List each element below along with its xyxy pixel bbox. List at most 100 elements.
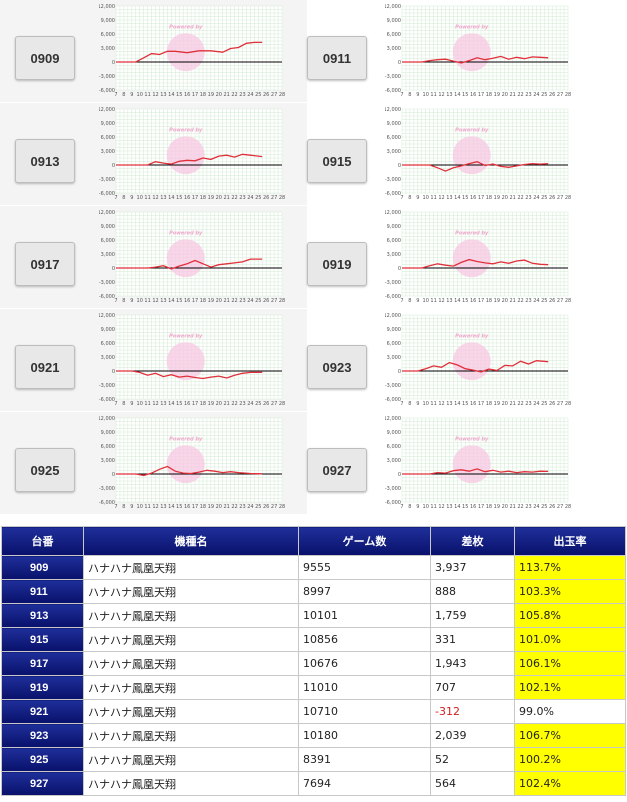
difference-cell: 888 [430,579,515,604]
payout-rate-cell: 102.1% [514,675,626,700]
x-tick-label: 21 [223,298,229,304]
x-tick-label: 27 [271,401,277,407]
y-tick-label: -3,000 [99,74,115,80]
machine-button-0915[interactable]: 0915 [307,139,367,183]
y-tick-label: -6,000 [99,294,115,300]
series-line [402,468,549,475]
x-tick-label: 18 [486,298,492,304]
machine-button-0927[interactable]: 0927 [307,448,367,492]
watermark-logo [166,239,205,278]
difference-cell: 52 [430,747,515,772]
y-tick-label: -6,000 [385,500,401,506]
x-tick-label: 21 [509,401,515,407]
x-tick-label: 20 [502,92,508,98]
machine-button-0913[interactable]: 0913 [15,139,75,183]
difference-cell: 331 [430,627,515,652]
difference-cell: 3,937 [430,555,515,580]
payout-rate-cell: 102.4% [514,771,626,796]
x-tick-label: 12 [438,401,444,407]
difference-cell: 707 [430,675,515,700]
machine-no-cell: 909 [1,555,84,580]
machine-no-cell: 915 [1,627,84,652]
table-header-row: 台番 機種名 ゲーム数 差枚 出玉率 [1,526,626,556]
y-tick-label: 12,000 [99,416,115,422]
graph-cell-0915: 0915 Powered by 12,000 9,000 6,000 3,000 0 -3,0… [307,103,614,205]
x-tick-label: 13 [160,92,166,98]
difference-cell: 564 [430,771,515,796]
x-tick-label: 19 [494,92,500,98]
x-tick-label: 9 [130,401,133,407]
x-tick-label: 19 [208,195,214,201]
x-tick-label: 24 [247,195,253,201]
y-tick-label: 0 [112,266,115,272]
x-tick-label: 8 [408,92,411,98]
y-tick-label: 3,000 [387,355,401,361]
x-tick-label: 22 [517,504,523,510]
data-table: 台番 機種名 ゲーム数 差枚 出玉率 909 ハナハナ鳳凰天翔 9555 3,937 1… [1,526,626,796]
machine-button-0923[interactable]: 0923 [307,345,367,389]
x-tick-label: 12 [438,92,444,98]
x-tick-label: 11 [430,401,436,407]
x-tick-label: 15 [176,92,182,98]
x-tick-label: 23 [525,504,531,510]
graph-cell-0919: 0919 Powered by 12,000 9,000 6,000 3,000 0 -3,0… [307,206,614,308]
watermark-logo [452,33,491,72]
slump-chart-0913: Powered by 12,000 9,000 6,000 3,000 0 -3,000 -6… [99,107,285,201]
game-count-cell: 7694 [298,771,431,796]
x-tick-label: 14 [454,504,460,510]
x-tick-label: 22 [517,298,523,304]
table-row: 909 ハナハナ鳳凰天翔 9555 3,937 113.7% [1,555,626,580]
machine-button-0925[interactable]: 0925 [15,448,75,492]
machine-no-cell: 925 [1,747,84,772]
machine-no-cell: 917 [1,651,84,676]
y-tick-label: 9,000 [101,224,115,230]
x-tick-label: 10 [137,401,143,407]
x-tick-label: 28 [565,504,571,510]
y-tick-label: 0 [112,60,115,66]
y-tick-label: 12,000 [385,416,401,422]
y-tick-label: -6,000 [99,500,115,506]
x-tick-label: 27 [271,195,277,201]
model-name-cell: ハナハナ鳳凰天翔 [83,579,299,604]
graph-cell-0921: 0921 Powered by 12,000 9,000 6,000 3,000 0 -3,0… [0,309,307,411]
model-name-cell: ハナハナ鳳凰天翔 [83,699,299,724]
x-tick-label: 12 [152,401,158,407]
x-tick-label: 15 [462,401,468,407]
y-tick-label: 3,000 [387,252,401,258]
x-tick-label: 15 [176,298,182,304]
watermark-text: Powered by [455,128,489,134]
y-tick-label: 9,000 [101,121,115,127]
x-tick-label: 25 [255,298,261,304]
difference-cell: 1,943 [430,651,515,676]
x-tick-label: 14 [168,504,174,510]
model-name-cell: ハナハナ鳳凰天翔 [83,723,299,748]
x-tick-label: 17 [192,401,198,407]
x-tick-label: 8 [408,195,411,201]
difference-cell: -312 [430,699,515,724]
x-tick-label: 19 [208,504,214,510]
x-tick-label: 11 [144,504,150,510]
model-name-cell: ハナハナ鳳凰天翔 [83,747,299,772]
x-tick-label: 7 [400,298,403,304]
x-tick-label: 23 [239,401,245,407]
machine-no-cell: 911 [1,579,84,604]
payout-rate-cell: 100.2% [514,747,626,772]
machine-button-0919[interactable]: 0919 [307,242,367,286]
x-tick-label: 26 [549,92,555,98]
x-tick-label: 9 [416,298,419,304]
machine-button-0911[interactable]: 0911 [307,36,367,80]
x-tick-label: 25 [255,92,261,98]
x-tick-label: 13 [160,401,166,407]
machine-button-0917[interactable]: 0917 [15,242,75,286]
x-tick-label: 18 [486,401,492,407]
slump-chart-0915: Powered by 12,000 9,000 6,000 3,000 0 -3,000 -6… [385,107,571,201]
x-tick-label: 18 [486,195,492,201]
table-row: 927 ハナハナ鳳凰天翔 7694 564 102.4% [1,771,626,796]
x-tick-label: 10 [137,92,143,98]
y-tick-label: 9,000 [387,430,401,436]
x-tick-label: 22 [517,92,523,98]
y-tick-label: 12,000 [385,210,401,216]
x-tick-label: 25 [541,195,547,201]
machine-button-0921[interactable]: 0921 [15,345,75,389]
machine-button-0909[interactable]: 0909 [15,36,75,80]
